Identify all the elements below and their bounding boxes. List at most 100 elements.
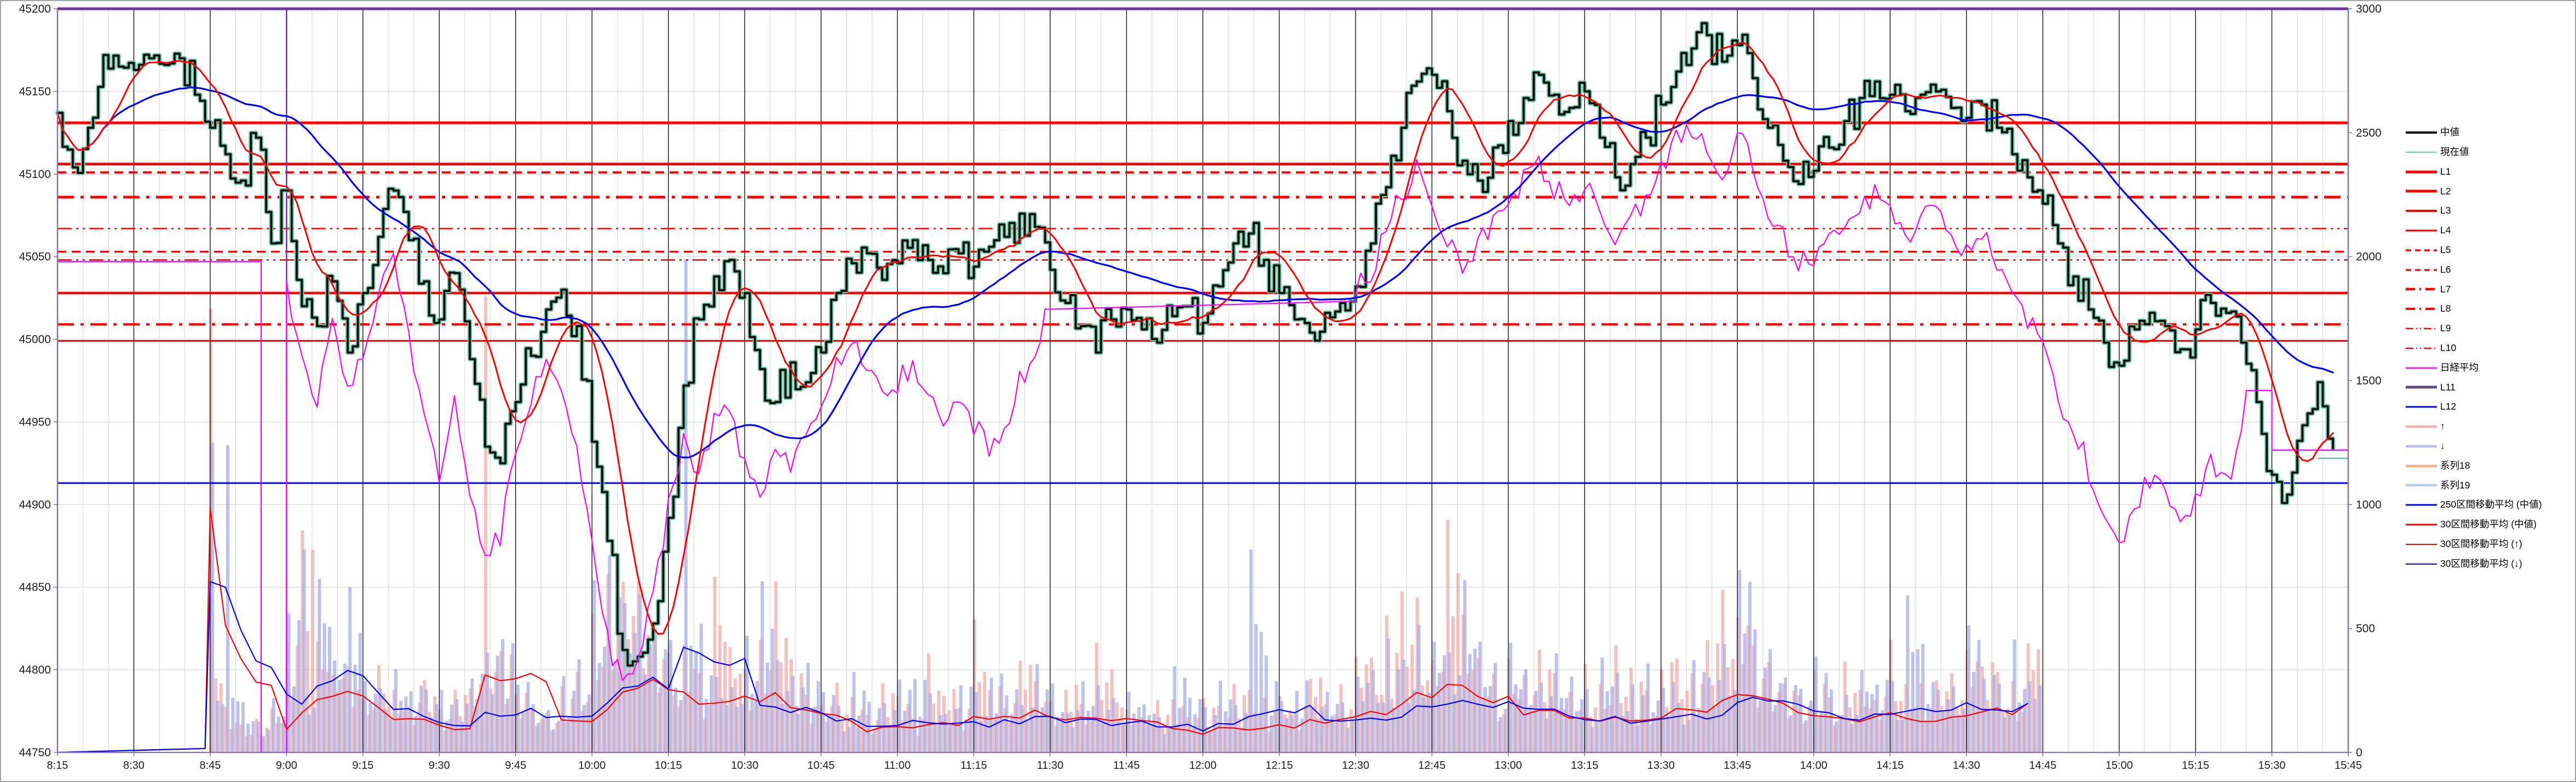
x-axis-label: 12:30	[1342, 760, 1369, 772]
x-axis-label: 10:30	[731, 760, 758, 772]
legend-label: L4	[2440, 225, 2451, 236]
legend-line-sample	[2406, 425, 2437, 428]
legend-label: L9	[2440, 323, 2451, 334]
x-axis-label: 10:00	[578, 760, 606, 772]
legend-item-23[interactable]: 30区間移動平均 (↓)	[2406, 558, 2522, 570]
legend-item-20[interactable]: 250区間移動平均 (中値)	[2406, 499, 2542, 511]
series-vol-ma-down	[56, 581, 2028, 754]
x-axis-label: 12:45	[1418, 760, 1445, 772]
x-axis-label: 15:30	[2258, 760, 2286, 772]
legend-item-15[interactable]: L12	[2406, 401, 2456, 413]
legend-item-19[interactable]: 系列19	[2406, 479, 2470, 491]
legend-label: L2	[2440, 185, 2451, 197]
y-axis-left-label: 44750	[19, 746, 51, 759]
x-axis-label: 8:15	[47, 760, 68, 772]
legend-line-sample	[2406, 445, 2437, 448]
x-axis-label: 9:00	[276, 760, 297, 772]
legend-line-sample	[2406, 229, 2437, 232]
legend-label: L12	[2440, 401, 2457, 412]
legend-item-5[interactable]: L3	[2406, 205, 2451, 217]
x-axis-label: 8:30	[123, 760, 145, 772]
legend-line-sample	[2406, 563, 2437, 565]
x-axis-label: 13:15	[1571, 760, 1598, 772]
legend-label: 250区間移動平均 (中値)	[2440, 499, 2542, 510]
legend-label: 30区間移動平均 (↑)	[2440, 538, 2522, 550]
x-axis-label: 14:00	[1800, 760, 1828, 772]
legend-line-sample	[2406, 327, 2437, 330]
volume-down-bars	[211, 259, 2042, 752]
x-axis-label: 10:15	[655, 760, 682, 772]
legend-item-7[interactable]: L5	[2406, 244, 2451, 256]
legend-line-sample	[2406, 210, 2437, 212]
legend-item-10[interactable]: L8	[2406, 303, 2451, 315]
x-axis-label: 11:00	[884, 760, 911, 772]
legend-line-sample	[2406, 151, 2437, 153]
legend-line-sample	[2406, 131, 2437, 134]
legend-label: L6	[2440, 263, 2451, 275]
y-axis-right-label: 2000	[2356, 251, 2382, 263]
x-axis-label: 11:30	[1037, 760, 1064, 772]
legend-item-1[interactable]: 中値	[2406, 127, 2459, 139]
legend-line-sample	[2406, 170, 2437, 174]
legend-line-sample	[2406, 484, 2437, 487]
x-axis-label: 14:45	[2029, 760, 2056, 772]
legend-label: 系列19	[2440, 479, 2470, 491]
legend-item-21[interactable]: 30区間移動平均 (中値)	[2406, 519, 2537, 531]
y-axis-right-label: 1000	[2356, 498, 2382, 511]
legend-line-sample	[2406, 386, 2437, 389]
legend-label: 日経平均	[2440, 361, 2479, 373]
legend-item-3[interactable]: L1	[2406, 166, 2451, 178]
legend-line-sample	[2406, 524, 2437, 526]
x-axis-label: 10:45	[808, 760, 835, 772]
legend-line-sample	[2406, 543, 2437, 545]
series-vol-ma-up	[56, 507, 2028, 754]
x-axis-label: 11:15	[960, 760, 987, 772]
legend-label: L11	[2440, 381, 2456, 393]
x-axis-label: 9:15	[352, 760, 373, 772]
legend-item-16[interactable]: ↑	[2406, 421, 2445, 433]
y-axis-right-label: 500	[2356, 623, 2375, 635]
y-axis-left-label: 44900	[19, 498, 51, 511]
y-axis-left-label: 44800	[19, 664, 51, 676]
legend-label: L10	[2440, 342, 2457, 354]
legend-item-6[interactable]: L4	[2406, 225, 2451, 237]
legend-label: L8	[2440, 303, 2451, 314]
legend-item-17[interactable]: ↓	[2406, 440, 2445, 452]
legend-item-2[interactable]: 現在値	[2406, 146, 2469, 158]
x-axis-label: 13:30	[1647, 760, 1675, 772]
legend-item-8[interactable]: L6	[2406, 264, 2451, 276]
legend-label: ↑	[2440, 421, 2445, 432]
legend-line-sample	[2406, 347, 2437, 349]
legend-label: L5	[2440, 244, 2451, 256]
x-axis-label: 15:15	[2182, 760, 2209, 772]
series-ma250	[92, 87, 2334, 458]
y-axis-left-label: 45000	[19, 334, 51, 346]
y-axis-left-label: 45100	[19, 168, 51, 181]
y-axis-right-label: 3000	[2356, 3, 2382, 15]
legend-label: 中値	[2440, 127, 2459, 138]
x-axis-label: 15:45	[2335, 760, 2362, 772]
x-axis-label: 8:45	[199, 760, 221, 772]
legend-item-22[interactable]: 30区間移動平均 (↑)	[2406, 538, 2522, 550]
legend-item-9[interactable]: L7	[2406, 283, 2451, 295]
legend-item-4[interactable]: L2	[2406, 185, 2451, 197]
legend-item-18[interactable]: 系列18	[2406, 460, 2470, 472]
legend-line-sample	[2406, 367, 2437, 369]
legend-item-11[interactable]: L9	[2406, 323, 2451, 335]
legend-line-sample	[2406, 308, 2437, 311]
legend-label: L3	[2440, 205, 2451, 216]
legend-item-13[interactable]: 日経平均	[2406, 362, 2479, 374]
x-axis-label: 14:15	[1876, 760, 1904, 772]
legend-item-14[interactable]: L11	[2406, 381, 2456, 393]
x-axis-label: 12:00	[1189, 760, 1217, 772]
legend-line-sample	[2406, 406, 2437, 408]
y-axis-left-label: 44850	[19, 581, 51, 594]
legend-label: 現在値	[2440, 146, 2469, 158]
y-axis-left-label: 44950	[19, 416, 51, 428]
x-axis-label: 13:45	[1724, 760, 1751, 772]
legend-line-sample	[2406, 249, 2437, 251]
legend-item-12[interactable]: L10	[2406, 342, 2456, 354]
